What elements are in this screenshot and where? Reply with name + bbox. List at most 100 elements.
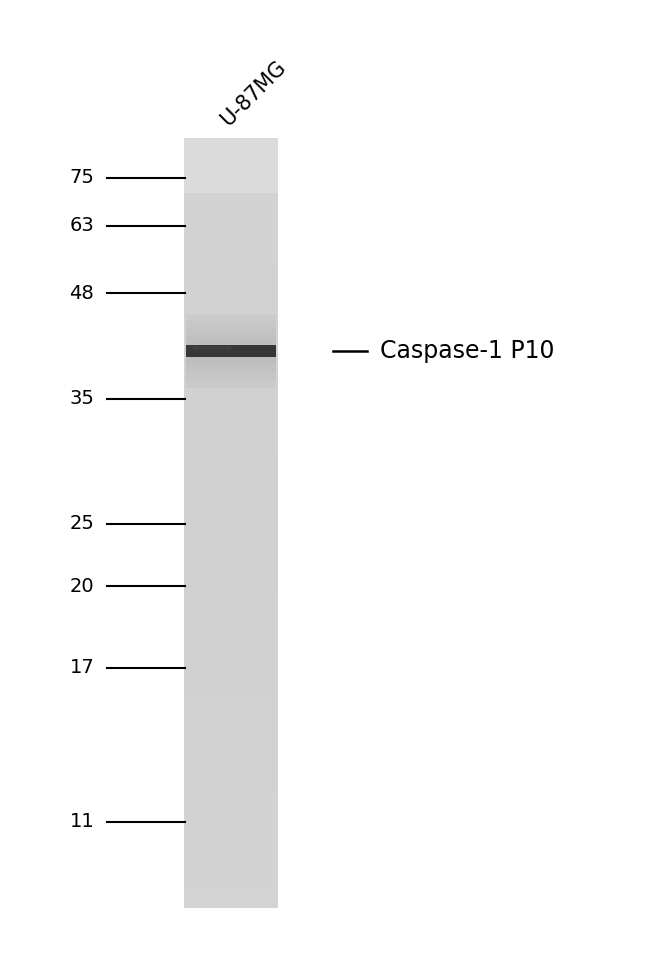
Bar (183, 280, 278, 286)
Bar (183, 184, 278, 190)
Bar (183, 516, 278, 524)
Bar (183, 324, 278, 332)
Bar (183, 285, 278, 293)
Bar (183, 484, 278, 492)
Bar (183, 530, 278, 536)
Bar (186, 329, 276, 336)
Bar (183, 657, 278, 665)
Bar (183, 510, 278, 517)
Bar (183, 753, 278, 761)
Bar (183, 139, 278, 193)
Bar (183, 804, 278, 812)
Bar (183, 792, 278, 800)
Bar (194, 346, 231, 350)
Text: 25: 25 (70, 514, 94, 533)
Bar (183, 843, 278, 850)
Bar (183, 177, 278, 185)
Bar (183, 478, 278, 485)
Bar (183, 875, 278, 882)
Bar (186, 380, 276, 387)
Bar (186, 313, 276, 321)
Bar (183, 869, 278, 876)
Bar (183, 209, 278, 216)
Bar (183, 164, 278, 171)
Bar (183, 465, 278, 473)
Bar (183, 568, 278, 575)
Bar (183, 369, 278, 377)
Bar (183, 549, 278, 555)
Bar (183, 446, 278, 454)
Bar (183, 350, 278, 357)
Bar (183, 420, 278, 428)
Bar (183, 727, 278, 735)
Bar (183, 645, 278, 652)
Bar (183, 689, 278, 697)
Bar (186, 321, 276, 329)
Bar (183, 254, 278, 261)
Text: 20: 20 (70, 577, 94, 596)
Bar (183, 427, 278, 434)
Bar (186, 357, 276, 364)
Bar (183, 362, 278, 370)
Bar (183, 305, 278, 312)
Bar (183, 189, 278, 197)
Bar (183, 331, 278, 338)
Bar (183, 631, 278, 639)
Bar (183, 702, 278, 709)
Bar (183, 722, 278, 728)
Bar (183, 407, 278, 415)
Bar (183, 299, 278, 306)
Bar (183, 228, 278, 235)
Bar (186, 372, 276, 380)
Bar (183, 683, 278, 690)
Bar (183, 670, 278, 678)
Bar (183, 600, 278, 607)
Bar (183, 337, 278, 344)
Bar (183, 241, 278, 248)
Bar (186, 336, 276, 344)
Bar (183, 170, 278, 178)
Bar (183, 260, 278, 267)
Text: 35: 35 (70, 389, 94, 408)
Bar (183, 376, 278, 382)
Bar (183, 215, 278, 223)
Bar (183, 234, 278, 242)
Bar (183, 818, 278, 825)
Bar (183, 619, 278, 627)
Bar (186, 344, 276, 357)
Bar (183, 811, 278, 819)
Bar (183, 856, 278, 863)
Bar (183, 311, 278, 319)
Bar (183, 439, 278, 447)
Bar (183, 247, 278, 255)
Bar (183, 203, 278, 209)
Bar (183, 773, 278, 780)
Bar (183, 612, 278, 620)
Bar (183, 523, 278, 530)
Text: 17: 17 (70, 658, 94, 678)
Bar (183, 824, 278, 831)
Bar (183, 554, 278, 562)
Bar (183, 395, 278, 402)
Bar (183, 458, 278, 466)
Bar (183, 266, 278, 274)
Bar (186, 364, 276, 372)
Bar (183, 708, 278, 716)
Bar (183, 766, 278, 774)
Text: U-87MG: U-87MG (216, 57, 290, 130)
Text: 63: 63 (70, 216, 94, 235)
Bar (183, 497, 278, 505)
Bar (183, 850, 278, 857)
Bar (183, 580, 278, 588)
Bar (183, 433, 278, 440)
Bar (183, 561, 278, 569)
Bar (183, 779, 278, 786)
Bar (183, 799, 278, 805)
Bar (183, 318, 278, 325)
Bar (183, 574, 278, 581)
Bar (183, 382, 278, 389)
Bar (183, 453, 278, 459)
Text: 75: 75 (70, 168, 94, 187)
Bar (183, 158, 278, 165)
Bar (183, 830, 278, 838)
